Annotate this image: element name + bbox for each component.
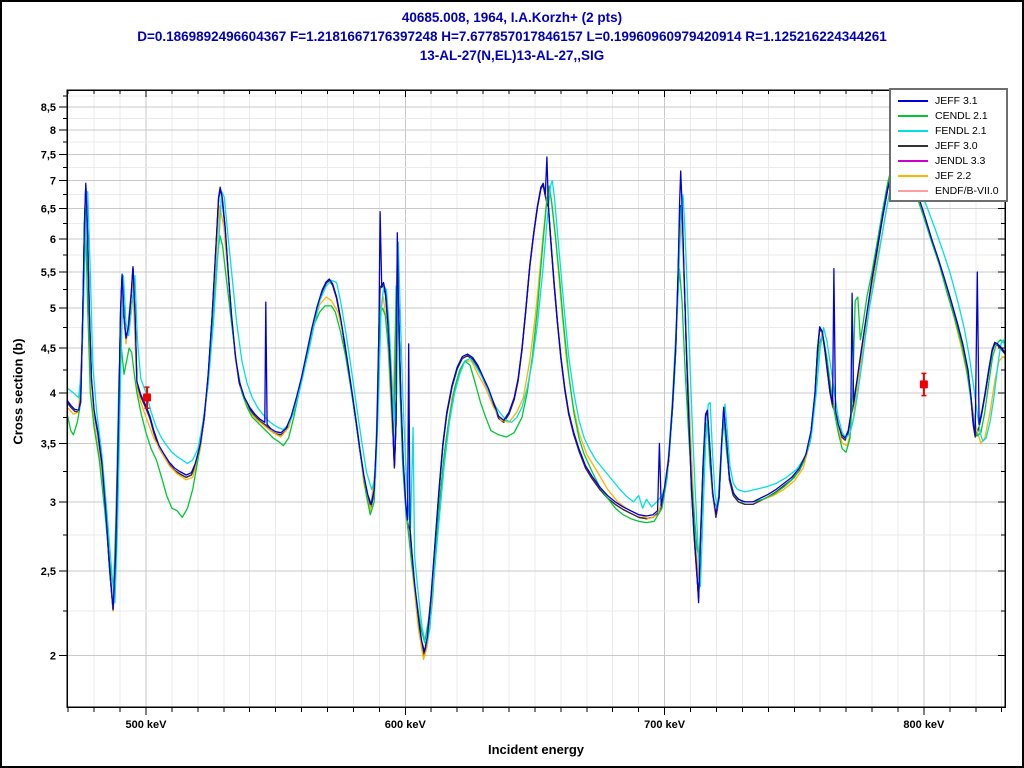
y-tick-label: 2 [50, 651, 56, 663]
y-tick-label: 7,5 [41, 149, 56, 161]
curve-jendl [67, 145, 1005, 657]
data-point-marker [143, 393, 152, 402]
curves [67, 144, 1005, 661]
legend-entry-jendl-3-3[interactable]: JENDL 3.3 [891, 153, 1006, 168]
legend-line-sample [898, 189, 928, 192]
legend-line-sample [898, 159, 928, 162]
legend-line-sample [898, 144, 928, 147]
y-tick-label: 2,5 [41, 566, 56, 578]
legend-entry-fendl-2-1[interactable]: FENDL 2.1 [891, 123, 1006, 138]
gridlines [67, 90, 1005, 707]
curve-jeff30 [67, 145, 1005, 657]
legend-entry-endf-b-vii-0[interactable]: ENDF/B-VII.0 [891, 183, 1006, 198]
tick-labels: 500 keV 600 keV 700 keV 800 keV 8,5 8 7,5 7 6,5 6… [41, 102, 945, 731]
y-tick-label: 3,5 [41, 438, 56, 450]
y-tick-label: 4,5 [41, 343, 56, 355]
legend-entry-jeff-3-1[interactable]: JEFF 3.1 [891, 93, 1006, 108]
y-tick-label: 4 [50, 388, 57, 400]
title-line-3: 13-AL-27(N,EL)13-AL-27,,SIG [419, 48, 605, 63]
legend-line-sample [898, 114, 928, 117]
y-axis-title: Cross section (b) [10, 338, 26, 445]
y-tick-label: 5,5 [41, 267, 56, 279]
y-tick-label: 7 [50, 176, 56, 188]
legend-label: JEFF 3.1 [935, 94, 978, 107]
x-tick-label: 700 keV [644, 719, 686, 731]
x-axis-title: Incident energy [487, 742, 585, 757]
axis-ticks [59, 90, 1005, 715]
legend-entry-jef-2-2[interactable]: JEF 2.2 [891, 168, 1006, 183]
legend-label: JEFF 3.0 [935, 139, 978, 152]
legend-line-sample [898, 99, 928, 102]
legend-line-sample [898, 129, 928, 132]
legend-label: CENDL 2.1 [935, 109, 988, 122]
curve-fendl [67, 148, 1005, 647]
legend-box: JEFF 3.1 CENDL 2.1 FENDL 2.1 JEFF 3.0 JENDL … [889, 88, 1008, 202]
y-tick-label: 3 [50, 497, 56, 509]
plot-frame [66, 89, 1006, 708]
legend-label: FENDL 2.1 [935, 124, 987, 137]
legend-entry-jeff-3-0[interactable]: JEFF 3.0 [891, 138, 1006, 153]
title-line-2: D=0.1869892496604367 F=1.218166717639724… [137, 29, 887, 44]
curve-endf [67, 145, 1005, 657]
x-tick-label: 800 keV [903, 719, 945, 731]
legend-label: JEF 2.2 [935, 169, 972, 182]
title-block: 40685.008, 1964, I.A.Korzh+ (2 pts) D=0.… [2, 8, 1022, 65]
curve-cendl [67, 148, 1005, 644]
title-line-1: 40685.008, 1964, I.A.Korzh+ (2 pts) [401, 10, 623, 25]
x-tick-label: 500 keV [126, 719, 168, 731]
legend-line-sample [898, 174, 928, 177]
y-tick-label: 8,5 [41, 102, 56, 114]
x-tick-label: 600 keV [385, 719, 427, 731]
legend-label: JENDL 3.3 [935, 154, 986, 167]
curve-jef22 [67, 153, 1005, 661]
legend-entry-cendl-2-1[interactable]: CENDL 2.1 [891, 108, 1006, 123]
y-tick-label: 6,5 [41, 204, 56, 216]
y-tick-label: 6 [50, 234, 56, 246]
experimental-points [143, 372, 928, 410]
y-tick-label: 8 [50, 125, 56, 137]
curve-jeff31 [67, 144, 1005, 653]
data-point-marker [919, 380, 928, 389]
y-tick-label: 5 [50, 303, 56, 315]
legend-label: ENDF/B-VII.0 [935, 184, 999, 197]
